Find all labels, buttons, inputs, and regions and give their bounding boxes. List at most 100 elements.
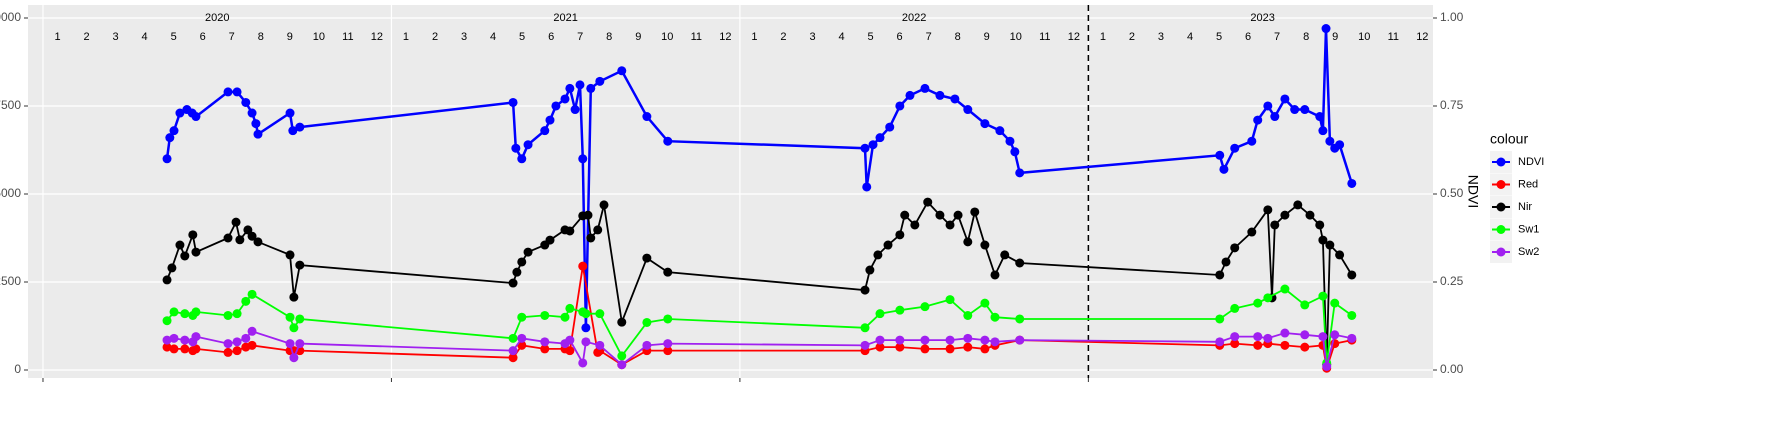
data-point	[581, 309, 591, 319]
data-point	[875, 335, 885, 345]
data-point	[241, 97, 251, 107]
y-tick-label: 2500	[0, 274, 21, 288]
data-point	[169, 333, 179, 343]
data-point	[895, 101, 905, 111]
data-point	[1247, 136, 1257, 146]
month-label: 3	[113, 31, 119, 43]
data-point	[1263, 205, 1273, 215]
month-label: 8	[258, 31, 264, 43]
data-point	[1325, 136, 1335, 146]
data-point	[223, 339, 233, 349]
data-point	[642, 317, 652, 327]
data-point	[180, 335, 190, 345]
data-point	[285, 339, 295, 349]
data-point	[1280, 328, 1290, 338]
data-point	[642, 112, 652, 122]
data-point	[920, 335, 930, 345]
data-point	[540, 310, 550, 320]
month-label: 2	[432, 31, 438, 43]
data-point	[565, 83, 575, 93]
data-point	[935, 210, 945, 220]
data-point	[565, 226, 575, 236]
data-point	[1253, 115, 1263, 125]
year-label: 2023	[1250, 12, 1274, 24]
data-point	[595, 340, 605, 350]
data-point	[950, 94, 960, 104]
y2-tick-label: 0.50	[1440, 186, 1464, 200]
data-point	[1280, 210, 1290, 220]
data-point	[1318, 332, 1328, 342]
data-point	[1015, 314, 1025, 324]
data-point	[253, 129, 263, 139]
data-point	[295, 260, 305, 270]
legend-label: Red	[1518, 178, 1538, 190]
data-point	[990, 270, 1000, 280]
month-label: 6	[1245, 31, 1251, 43]
data-point	[1230, 332, 1240, 342]
data-point	[663, 314, 673, 324]
data-point	[1215, 337, 1225, 347]
data-point	[862, 182, 872, 192]
data-point	[1215, 270, 1225, 280]
data-point	[508, 346, 518, 356]
data-point	[540, 337, 550, 347]
month-label: 7	[926, 31, 932, 43]
month-label: 1	[1100, 31, 1106, 43]
data-point	[560, 94, 570, 104]
data-point	[241, 296, 251, 306]
month-label: 7	[1274, 31, 1280, 43]
month-label: 12	[1068, 31, 1080, 43]
data-point	[508, 97, 518, 107]
data-point	[1263, 101, 1273, 111]
data-point	[1280, 284, 1290, 294]
data-point	[162, 316, 172, 326]
data-point	[1290, 105, 1300, 115]
data-point	[247, 231, 257, 241]
data-point	[980, 344, 990, 354]
data-point	[191, 332, 201, 342]
data-point	[175, 240, 185, 250]
data-point	[1230, 339, 1240, 349]
data-point	[1347, 333, 1357, 343]
data-point	[175, 108, 185, 118]
data-point	[586, 233, 596, 243]
y-tick-label: 0	[14, 362, 21, 376]
data-point	[875, 342, 885, 352]
data-point	[980, 335, 990, 345]
data-point	[1300, 330, 1310, 340]
data-point	[945, 295, 955, 305]
data-point	[980, 298, 990, 308]
data-point	[980, 240, 990, 250]
legend-title: colour	[1490, 131, 1528, 147]
data-point	[642, 340, 652, 350]
data-point	[295, 339, 305, 349]
data-point	[1230, 303, 1240, 313]
data-point	[945, 344, 955, 354]
legend-dot	[1496, 247, 1506, 257]
data-point	[188, 230, 198, 240]
data-point	[565, 303, 575, 313]
month-label: 3	[1158, 31, 1164, 43]
data-point	[295, 314, 305, 324]
data-point	[253, 237, 263, 247]
month-label: 8	[1303, 31, 1309, 43]
data-point	[1300, 300, 1310, 310]
data-point	[883, 240, 893, 250]
data-point	[575, 80, 585, 90]
data-point	[1347, 310, 1357, 320]
data-point	[180, 344, 190, 354]
data-point	[990, 337, 1000, 347]
data-point	[873, 250, 883, 260]
data-point	[1318, 235, 1328, 245]
data-point	[231, 217, 241, 227]
data-point	[241, 333, 251, 343]
data-point	[599, 200, 609, 210]
legend-dot	[1496, 225, 1506, 234]
data-point	[191, 344, 201, 354]
data-point	[885, 122, 895, 132]
month-label: 12	[719, 31, 731, 43]
data-point	[895, 305, 905, 315]
legend-dot	[1496, 157, 1506, 167]
data-point	[169, 126, 179, 136]
